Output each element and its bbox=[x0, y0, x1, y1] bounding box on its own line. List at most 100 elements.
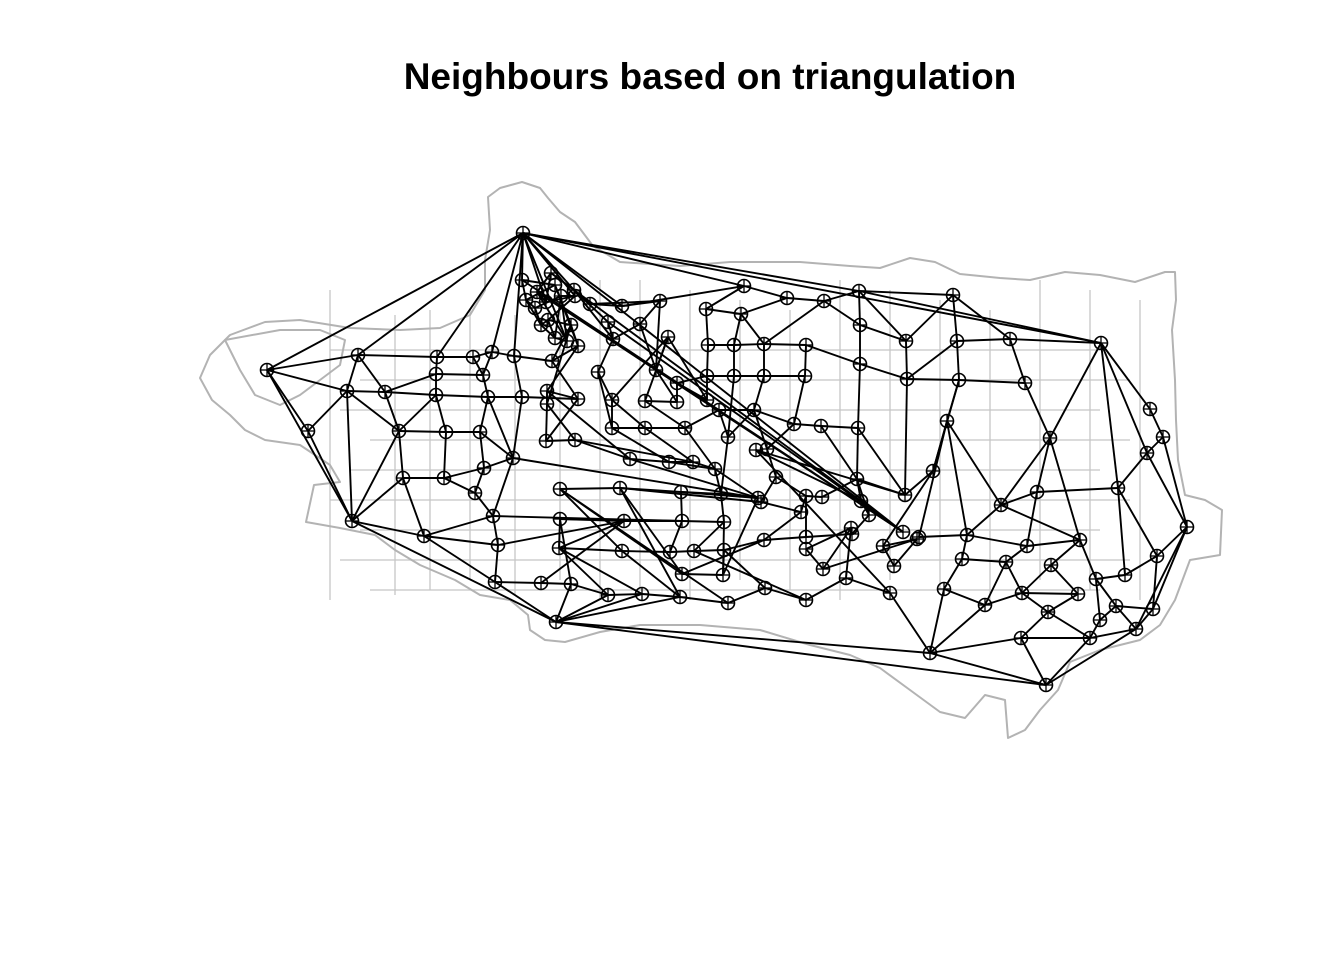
neighbour-node bbox=[515, 225, 531, 241]
neighbour-node bbox=[707, 461, 723, 477]
neighbour-edge bbox=[1047, 593, 1079, 613]
neighbour-edge bbox=[573, 289, 609, 323]
neighbour-edge bbox=[266, 232, 524, 371]
neighbour-edge bbox=[820, 425, 858, 480]
neighbour-node bbox=[685, 454, 701, 470]
neighbour-node bbox=[438, 424, 454, 440]
neighbour-edge bbox=[858, 290, 954, 296]
plot-title: Neighbours based on triangulation bbox=[403, 56, 1017, 97]
neighbour-node bbox=[259, 362, 275, 378]
neighbour-edge bbox=[1152, 555, 1158, 610]
neighbour-edge bbox=[351, 520, 425, 537]
neighbour-node bbox=[815, 561, 831, 577]
neighbour-edge bbox=[629, 458, 759, 499]
neighbour-edge bbox=[805, 344, 861, 365]
neighbour-node bbox=[798, 541, 814, 557]
neighbour-node bbox=[1117, 567, 1133, 583]
neighbour-edge bbox=[705, 285, 745, 310]
neighbour-edge bbox=[1115, 605, 1137, 630]
neighbour-node bbox=[726, 368, 742, 384]
neighbour-node bbox=[540, 312, 556, 328]
neighbour-edge bbox=[522, 232, 1102, 344]
neighbour-edge bbox=[555, 621, 931, 654]
neighbour-edge bbox=[639, 323, 657, 371]
neighbour-edge bbox=[357, 354, 386, 393]
neighbour-node bbox=[339, 383, 355, 399]
neighbour-node bbox=[632, 316, 648, 332]
neighbour-node bbox=[1110, 480, 1126, 496]
neighbour-edge bbox=[307, 430, 353, 522]
neighbour-node bbox=[797, 368, 813, 384]
neighbour-edge bbox=[1005, 545, 1028, 563]
neighbour-edge bbox=[266, 354, 359, 371]
neighbour-edge bbox=[522, 232, 745, 287]
neighbour-node bbox=[490, 537, 506, 553]
neighbour-edge bbox=[1036, 437, 1051, 493]
neighbour-node bbox=[756, 532, 772, 548]
neighbour-node bbox=[514, 389, 530, 405]
neighbour-edge bbox=[905, 294, 954, 342]
neighbour-edge bbox=[904, 378, 908, 496]
neighbour-node bbox=[428, 366, 444, 382]
neighbour-node bbox=[661, 454, 677, 470]
neighbour-node bbox=[529, 284, 545, 300]
neighbour-node bbox=[344, 513, 360, 529]
neighbour-node bbox=[604, 392, 620, 408]
neighbour-edge bbox=[558, 547, 623, 552]
neighbour-node bbox=[1155, 429, 1171, 445]
neighbour-node bbox=[600, 587, 616, 603]
neighbour-node bbox=[487, 574, 503, 590]
neighbour-node bbox=[567, 288, 583, 304]
neighbour-node bbox=[543, 265, 559, 281]
neighbour-node bbox=[711, 402, 727, 418]
neighbour-node bbox=[480, 389, 496, 405]
neighbour-node bbox=[756, 368, 772, 384]
neighbour-node bbox=[533, 575, 549, 591]
neighbour-node bbox=[1013, 630, 1029, 646]
neighbour-edge bbox=[1089, 619, 1101, 639]
neighbour-node bbox=[1179, 519, 1195, 535]
neighbour-edge bbox=[619, 487, 682, 493]
neighbour-node bbox=[648, 362, 664, 378]
neighbour-edge bbox=[1009, 338, 1026, 384]
neighbour-edge bbox=[722, 497, 759, 576]
neighbour-edge bbox=[929, 637, 1022, 654]
neighbour-edge bbox=[536, 291, 904, 533]
neighbour-node bbox=[726, 337, 742, 353]
neighbour-edge bbox=[1000, 504, 1081, 541]
neighbour-node bbox=[816, 293, 832, 309]
neighbour-edge bbox=[266, 369, 309, 432]
neighbour-edge bbox=[1049, 437, 1081, 541]
neighbour-edge bbox=[266, 369, 353, 522]
neighbour-edge bbox=[859, 363, 908, 380]
neighbour-node bbox=[612, 480, 628, 496]
neighbour-edge bbox=[513, 232, 524, 357]
neighbour-node bbox=[716, 542, 732, 558]
neighbour-node bbox=[570, 391, 586, 407]
neighbour-edge bbox=[743, 285, 788, 299]
neighbour-edge bbox=[1089, 628, 1137, 639]
neighbour-edge bbox=[1009, 338, 1102, 344]
neighbour-edge bbox=[943, 588, 986, 606]
neighbour-edge bbox=[966, 534, 1028, 547]
neighbour-node bbox=[428, 387, 444, 403]
neighbour-node bbox=[1040, 604, 1056, 620]
neighbour-edge bbox=[859, 324, 907, 342]
neighbour-node bbox=[736, 278, 752, 294]
neighbour-node bbox=[300, 423, 316, 439]
neighbour-node bbox=[838, 570, 854, 586]
neighbour-node bbox=[538, 294, 554, 310]
neighbour-edge bbox=[1117, 487, 1158, 557]
neighbour-node bbox=[669, 375, 685, 391]
neighbour-edge bbox=[956, 338, 1011, 342]
inner-boundary-west bbox=[224, 329, 346, 406]
neighbour-edge bbox=[679, 596, 729, 604]
neighbour-edge bbox=[1047, 611, 1091, 639]
neighbour-edge bbox=[483, 457, 514, 469]
neighbour-node bbox=[395, 470, 411, 486]
neighbour-edge bbox=[307, 390, 348, 432]
neighbour-edge bbox=[512, 396, 523, 459]
neighbour-edge bbox=[555, 593, 643, 623]
neighbour-edge bbox=[1162, 436, 1188, 528]
neighbour-edge bbox=[1152, 526, 1188, 610]
